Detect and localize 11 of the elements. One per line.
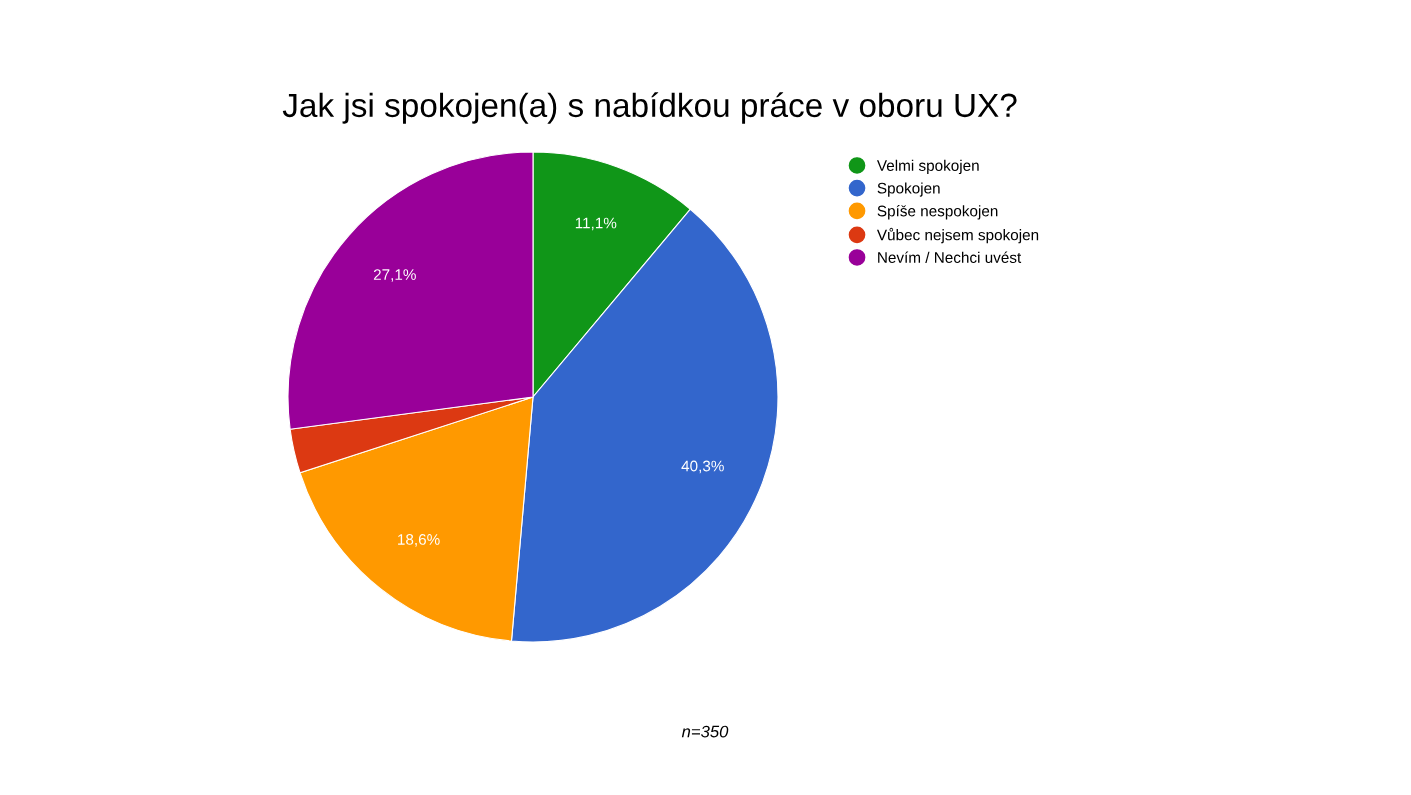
data-label: 18,6% bbox=[398, 534, 440, 547]
legend-label: Spíše nespokojen bbox=[877, 205, 998, 220]
data-label: 40,3% bbox=[681, 460, 724, 474]
legend-label: Vůbec nejsem spokojen bbox=[876, 227, 1039, 244]
text: n=350 bbox=[681, 725, 729, 738]
chart-title: Jak jsi spokojen(a) s nabídkou práce v oboru UX? bbox=[282, 92, 1017, 124]
legend-label: Nevím / Nechci uvést bbox=[878, 251, 1022, 263]
data-label: 27,1% bbox=[373, 269, 416, 282]
legend-label: Velmi spokojen bbox=[876, 159, 979, 174]
data-label: 11,1% bbox=[575, 217, 617, 231]
legend-label: Spokojen bbox=[877, 182, 940, 197]
